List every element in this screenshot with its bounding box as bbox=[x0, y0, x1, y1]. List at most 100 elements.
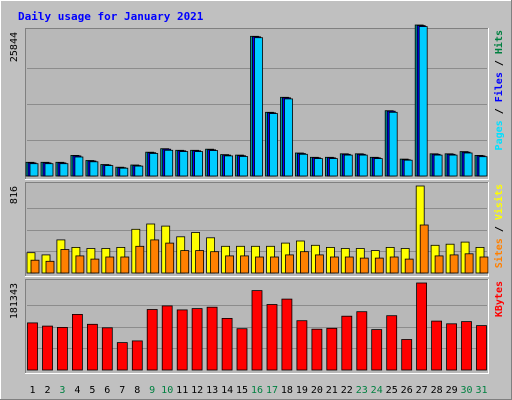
bar-pages-day-13 bbox=[209, 150, 219, 177]
y-max-label: 25844 bbox=[9, 32, 20, 62]
x-label-day-8: 8 bbox=[134, 385, 140, 396]
x-label-day-5: 5 bbox=[89, 385, 95, 396]
bar-kbytes-day-1 bbox=[27, 322, 38, 371]
y-max-label: 181343 bbox=[9, 283, 20, 319]
legend-kbytes: KBytes bbox=[494, 281, 505, 317]
bar-sites-day-31 bbox=[479, 256, 489, 274]
x-label-day-20: 20 bbox=[311, 385, 323, 396]
bar-pages-day-21 bbox=[328, 158, 338, 177]
x-label-day-30: 30 bbox=[460, 385, 472, 396]
bar-pages-day-12 bbox=[194, 151, 204, 177]
bar-sites-day-29 bbox=[449, 254, 459, 274]
bar-sites-day-8 bbox=[135, 245, 145, 274]
bar-kbytes-day-26 bbox=[401, 339, 413, 371]
panel-visits-sites: 816 Sites / Visits bbox=[9, 182, 505, 277]
x-label-day-28: 28 bbox=[431, 385, 443, 396]
bar-sites-day-14 bbox=[225, 255, 235, 274]
bar-sites-day-23 bbox=[359, 257, 369, 274]
bar-pages-day-6 bbox=[104, 165, 114, 177]
bar-sites-day-4 bbox=[75, 255, 85, 274]
bar-sites-day-19 bbox=[299, 251, 309, 274]
bar-pages-day-30 bbox=[463, 152, 473, 177]
legend-entry: / bbox=[494, 220, 505, 238]
bar-kbytes-day-12 bbox=[191, 308, 203, 371]
bar-kbytes-day-25 bbox=[386, 315, 398, 371]
bar-pages-day-17 bbox=[269, 113, 278, 177]
panel-kbytes: 181343 KBytes bbox=[9, 279, 505, 374]
bar-pages-day-4 bbox=[74, 156, 84, 177]
x-label-day-26: 26 bbox=[401, 385, 413, 396]
x-label-day-24: 24 bbox=[371, 385, 383, 396]
bar-sites-day-17 bbox=[270, 256, 279, 274]
x-label-day-15: 15 bbox=[236, 385, 248, 396]
bar-pages-day-7 bbox=[119, 167, 129, 177]
bar-kbytes-day-13 bbox=[206, 306, 218, 371]
bar-pages-day-26 bbox=[403, 159, 413, 177]
bar-sites-day-1 bbox=[30, 259, 40, 274]
bar-kbytes-day-31 bbox=[476, 325, 487, 371]
x-label-day-21: 21 bbox=[326, 385, 338, 396]
x-label-day-14: 14 bbox=[221, 385, 233, 396]
y-max-label: 816 bbox=[9, 186, 20, 204]
legend-entry: / bbox=[494, 102, 505, 120]
bar-pages-day-29 bbox=[448, 154, 458, 177]
bar-kbytes-day-9 bbox=[146, 309, 158, 371]
bar-kbytes-day-24 bbox=[371, 329, 383, 371]
bar-sites-day-2 bbox=[45, 260, 55, 274]
bar-pages-day-8 bbox=[134, 165, 144, 177]
bar-sites-day-22 bbox=[344, 256, 354, 274]
bar-sites-day-21 bbox=[329, 256, 339, 274]
x-label-day-23: 23 bbox=[356, 385, 368, 396]
bar-sites-day-12 bbox=[195, 250, 205, 274]
bar-kbytes-day-27 bbox=[416, 282, 428, 371]
x-label-day-19: 19 bbox=[296, 385, 308, 396]
x-label-day-31: 31 bbox=[475, 385, 487, 396]
bar-kbytes-day-10 bbox=[161, 305, 173, 371]
bar-pages-day-2 bbox=[44, 163, 54, 177]
x-label-day-3: 3 bbox=[59, 385, 65, 396]
bar-kbytes-day-3 bbox=[57, 326, 68, 371]
bar-sites-day-26 bbox=[404, 258, 414, 274]
panels-group: 25844 Pages / Files / Hits 816 Sites / Visi… bbox=[9, 24, 505, 374]
legend-entry: / bbox=[494, 54, 505, 72]
legend-hits-files-pages: Pages / Files / Hits bbox=[493, 30, 505, 150]
bar-sites-day-18 bbox=[285, 254, 294, 274]
bar-pages-day-31 bbox=[478, 156, 488, 177]
bar-sites-day-30 bbox=[464, 253, 474, 274]
bar-sites-day-13 bbox=[210, 251, 220, 274]
x-label-day-12: 12 bbox=[191, 385, 203, 396]
bar-kbytes-day-14 bbox=[221, 317, 233, 371]
bar-pages-day-14 bbox=[224, 155, 234, 177]
x-label-day-4: 4 bbox=[74, 385, 80, 396]
x-label-day-25: 25 bbox=[386, 385, 398, 396]
bar-pages-day-1 bbox=[29, 163, 39, 177]
x-label-day-27: 27 bbox=[416, 385, 428, 396]
bar-sites-day-20 bbox=[314, 254, 324, 274]
bar-kbytes-day-30 bbox=[461, 321, 472, 371]
bar-pages-day-27 bbox=[418, 26, 428, 177]
legend-entry: Hits bbox=[493, 30, 505, 54]
bar-kbytes-day-7 bbox=[116, 342, 128, 371]
bar-sites-day-11 bbox=[180, 250, 190, 274]
bar-pages-day-28 bbox=[433, 154, 443, 177]
bar-kbytes-day-29 bbox=[446, 323, 458, 371]
bar-kbytes-day-28 bbox=[431, 320, 443, 371]
bar-pages-day-25 bbox=[388, 111, 398, 177]
x-label-day-13: 13 bbox=[206, 385, 218, 396]
bar-kbytes-day-17 bbox=[266, 304, 278, 371]
bar-kbytes-day-19 bbox=[296, 320, 308, 371]
bar-pages-day-24 bbox=[373, 158, 383, 177]
bar-pages-day-20 bbox=[313, 158, 323, 177]
legend-entry: Pages bbox=[494, 120, 505, 150]
x-label-day-7: 7 bbox=[119, 385, 125, 396]
legend-entry: Sites bbox=[493, 238, 505, 268]
bar-sites-day-9 bbox=[150, 239, 160, 274]
bar-pages-day-19 bbox=[298, 153, 308, 177]
bar-pages-day-9 bbox=[149, 153, 159, 177]
bar-sites-day-3 bbox=[60, 249, 70, 274]
bar-pages-day-16 bbox=[254, 37, 263, 177]
bar-sites-day-5 bbox=[90, 258, 100, 274]
bar-kbytes-day-6 bbox=[101, 327, 113, 371]
bar-sites-day-24 bbox=[374, 257, 384, 274]
